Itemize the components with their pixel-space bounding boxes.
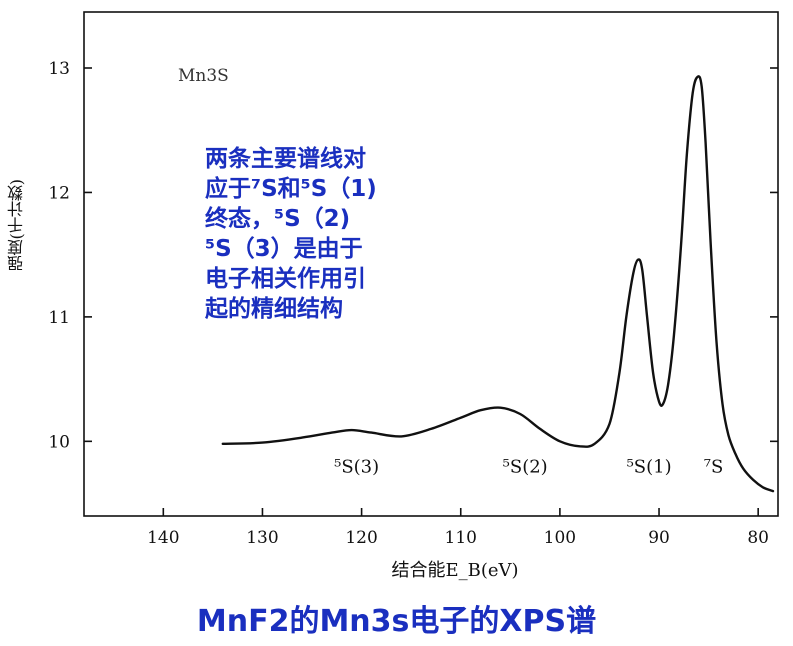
peak-label: ⁵S(1) [627,456,672,477]
x-axis-ticks: 140 130 120 110 100 90 80 [147,508,769,548]
y-tick-label: 10 [48,432,70,452]
annotation-line: 应于⁷S和⁵S（1) [205,176,377,202]
y-tick-label: 11 [48,308,70,328]
peak-label: ⁵S(3) [334,456,379,477]
x-tick-label: 140 [147,528,179,548]
y-tick-label: 12 [48,183,70,203]
y-tick-label: 13 [48,59,70,79]
y-axis-label: 强度(千计数) [2,140,32,310]
annotation-line: ⁵S（3）是由于 [205,236,363,262]
spectrum-curve [221,75,775,493]
peak-label: ⁵S(2) [503,456,548,477]
peak-label: ⁷S [704,456,724,477]
y-axis-label-text: 强度(千计数) [7,178,26,272]
figure-caption: MnF2的Mn3s电子的XPS谱 [196,604,597,639]
x-tick-label: 120 [345,528,377,548]
x-tick-label: 90 [648,528,670,548]
annotation-line: 电子相关作用引 [205,266,366,292]
x-tick-label: 100 [544,528,576,548]
plot-frame [83,11,779,517]
x-tick-label: 110 [445,528,477,548]
x-tick-label: 130 [246,528,278,548]
annotation-text: 两条主要谱线对 应于⁷S和⁵S（1) 终态，⁵S（2) ⁵S（3）是由于 电子相… [205,144,435,324]
peak-labels: ⁵S(3) ⁵S(2) ⁵S(1) ⁷S [334,456,723,477]
annotation-line: 两条主要谱线对 [205,146,366,172]
annotation-line: 终态，⁵S（2) [205,206,351,232]
annotation-line: 起的精细结构 [205,296,343,322]
x-axis-label: 结合能E_B(eV) [391,560,519,581]
y-axis-ticks: 10 11 12 13 [48,59,778,452]
sample-label: Mn3S [178,66,229,86]
x-tick-label: 80 [747,528,769,548]
